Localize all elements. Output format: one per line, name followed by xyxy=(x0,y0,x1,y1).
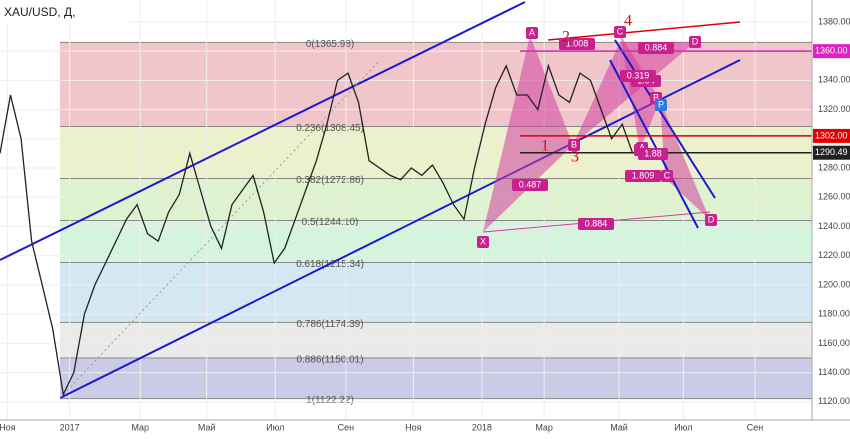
pattern-label: 1.88 xyxy=(644,148,662,158)
pattern-label: A xyxy=(639,142,645,152)
pattern-label: A xyxy=(529,27,535,37)
y-tick-label: 1200.00 xyxy=(818,279,850,289)
pattern-label: X xyxy=(480,236,486,246)
pattern-label: 1.008 xyxy=(566,38,589,48)
fib-label: 1(1122.22) xyxy=(306,395,354,406)
pattern-tag xyxy=(638,148,668,160)
pattern-label: 0.319 xyxy=(627,70,650,80)
trend-line xyxy=(609,59,699,229)
price-label: 1290.49 xyxy=(815,147,848,157)
pattern-label: 0.487 xyxy=(519,179,542,189)
price-tag xyxy=(813,128,850,143)
y-tick-label: 1180.00 xyxy=(818,309,850,319)
pattern-label: C xyxy=(664,170,671,180)
x-tick-label: Май xyxy=(610,422,628,432)
fib-label: 0.886(1150.01) xyxy=(296,355,363,366)
pattern-label: C xyxy=(617,26,624,36)
y-tick-label: 1280.00 xyxy=(818,162,850,172)
wave-label: 4 xyxy=(624,13,632,30)
x-tick-label: 2018 xyxy=(472,422,492,432)
axes: 1120.00 1140.00 1160.00 1180.00 1200.00 1220.… xyxy=(0,16,850,432)
price-label: 1302.00 xyxy=(815,130,848,140)
pattern-label: P xyxy=(658,99,664,109)
fib-zone xyxy=(60,357,812,399)
pattern-label: D xyxy=(708,214,715,224)
x-tick-label: Ноя xyxy=(405,422,422,432)
wave-label: 3 xyxy=(571,149,579,166)
trend-line xyxy=(547,21,741,41)
pattern-tag xyxy=(512,179,548,191)
y-tick-label: 1320.00 xyxy=(818,104,850,114)
x-tick-label: Мар xyxy=(535,422,553,432)
wave-label: 1 xyxy=(541,138,549,155)
x-tick-label: Мар xyxy=(131,422,149,432)
price-label: 1360.00 xyxy=(815,46,848,56)
pattern-tag xyxy=(705,214,717,226)
fib-label: 0.786(1174.39) xyxy=(296,319,363,330)
pattern-tag xyxy=(655,99,667,111)
pattern-tag xyxy=(689,36,701,48)
x-tick-label: Ноя xyxy=(0,422,16,432)
channel-line xyxy=(59,59,741,399)
wave-label: 2 xyxy=(562,29,570,46)
price-tag xyxy=(813,44,850,59)
fib-zone xyxy=(60,262,812,323)
x-tick-label: Май xyxy=(198,422,216,432)
channel-line xyxy=(0,1,526,261)
fib-label: 0.382(1272.86) xyxy=(296,175,364,186)
y-tick-label: 1240.00 xyxy=(818,221,850,231)
pattern-tag xyxy=(638,42,674,54)
plot: ABXCDXABCDP1.0080.8841.940.4870.8841.809… xyxy=(0,13,812,397)
y-tick-label: 1220.00 xyxy=(818,250,850,260)
x-tick-label: Сен xyxy=(747,422,764,432)
fib-zones: 0(1365.98) 0.236(1308.45) 0.382(1272.86) 0.… xyxy=(60,39,812,406)
y-tick-label: 1120.00 xyxy=(818,396,850,406)
pattern-tag xyxy=(526,27,538,39)
pattern-label: 1.809 xyxy=(632,170,655,180)
x-tick-label: Июл xyxy=(266,422,284,432)
header-bg xyxy=(0,2,130,24)
x-tick-label: 2017 xyxy=(60,422,80,432)
pattern-tag xyxy=(559,38,595,50)
x-tick-label: Сен xyxy=(338,422,355,432)
fib-label: 0.236(1308.45) xyxy=(296,123,364,134)
pattern-tag xyxy=(568,139,580,151)
pattern-label: 0.884 xyxy=(585,218,608,228)
pattern-label: 0.884 xyxy=(645,42,668,52)
fib-label: 0(1365.98) xyxy=(306,39,354,50)
price-tag xyxy=(813,145,850,160)
pattern-tag xyxy=(661,170,673,182)
trend-line xyxy=(614,39,716,199)
fib-zone xyxy=(60,42,812,127)
y-tick-label: 1260.00 xyxy=(818,192,850,202)
y-tick-label: 1140.00 xyxy=(818,367,850,377)
pattern-label: B xyxy=(653,92,659,102)
pattern-tag xyxy=(614,26,626,38)
fib-zone xyxy=(60,322,812,358)
x-tick-label: Июл xyxy=(674,422,692,432)
pattern-tag xyxy=(477,236,489,248)
fib-label: 0.5(1244.10) xyxy=(302,217,359,228)
pattern-label: B xyxy=(571,139,577,149)
pattern xyxy=(483,36,573,232)
y-tick-label: 1380.00 xyxy=(818,16,850,26)
chart-title: XAU/USD, Д, xyxy=(4,5,75,19)
y-tick-label: 1160.00 xyxy=(818,338,850,348)
pattern-label: D xyxy=(692,36,699,46)
pattern-tag xyxy=(625,170,661,182)
price-line-series xyxy=(0,63,634,397)
y-tick-label: 1340.00 xyxy=(818,75,850,85)
pattern-tag xyxy=(620,70,656,82)
pattern-tag xyxy=(578,218,614,230)
y-axis xyxy=(812,0,850,434)
